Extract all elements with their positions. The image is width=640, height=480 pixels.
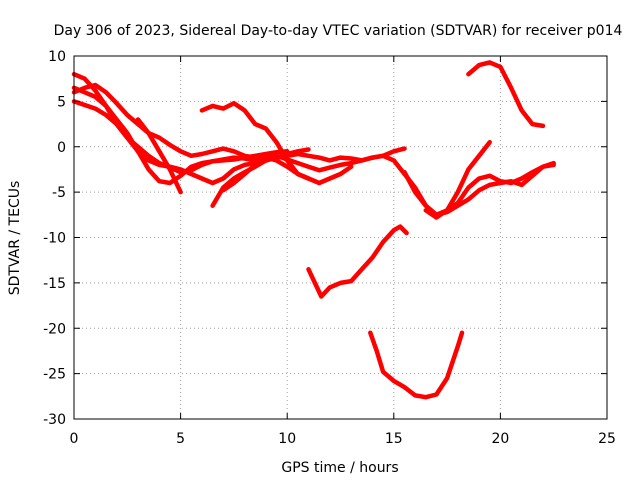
- chart-title: Day 306 of 2023, Sidereal Day-to-day VTE…: [54, 23, 623, 39]
- x-tick-label: 0: [70, 431, 79, 447]
- y-tick-label: -5: [52, 185, 66, 201]
- series-track-11: [423, 139, 492, 220]
- y-tick-label: 5: [57, 94, 66, 110]
- y-tick-label: 0: [57, 140, 66, 156]
- series-track-5: [135, 117, 183, 195]
- y-tick-label: -20: [43, 321, 66, 337]
- chart-grid: [74, 56, 607, 419]
- data-series-group: [71, 60, 556, 400]
- series-track-14: [368, 330, 465, 400]
- x-tick-label: 10: [278, 431, 296, 447]
- x-tick-label: 5: [176, 431, 185, 447]
- y-tick-label: -10: [43, 231, 66, 247]
- series-track-8: [199, 100, 311, 181]
- x-tick-label: 25: [598, 431, 616, 447]
- y-tick-label: 10: [48, 49, 66, 65]
- plot-frame: [73, 55, 608, 420]
- y-tick-label: -30: [43, 412, 66, 428]
- x-tick-label: 15: [385, 431, 403, 447]
- y-tick-label: -15: [43, 276, 66, 292]
- series-track-4: [71, 82, 311, 163]
- series-track-13: [306, 224, 409, 299]
- series-track-10: [402, 162, 556, 218]
- y-tick-label: -25: [43, 367, 66, 383]
- x-tick-label: 20: [491, 431, 509, 447]
- series-track-7: [210, 158, 269, 208]
- series-track-12: [466, 60, 546, 129]
- series-track-3: [71, 99, 279, 186]
- x-axis-label: GPS time / hours: [281, 460, 398, 476]
- y-axis-label: SDTVAR / TECUs: [7, 181, 23, 296]
- axes: 0 5 10 15 20 25 10 5 0 -5 -10 -15 -20 -25 -30: [43, 49, 616, 447]
